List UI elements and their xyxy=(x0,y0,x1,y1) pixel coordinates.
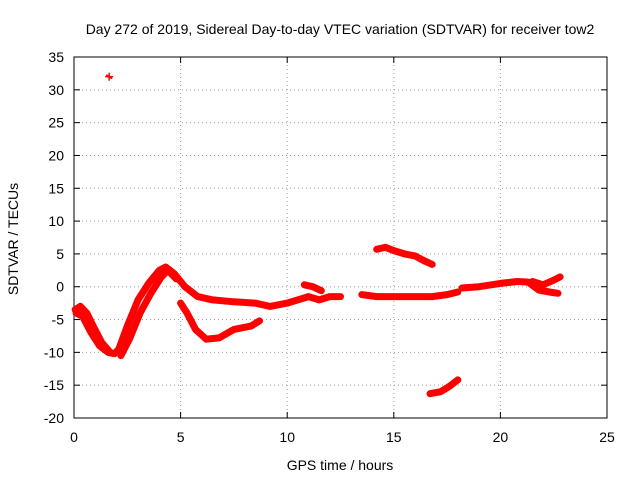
series-late-upper xyxy=(528,273,564,289)
y-tick-label: 35 xyxy=(48,49,64,65)
chart-title: Day 272 of 2019, Sidereal Day-to-day VTE… xyxy=(86,21,595,37)
series-low-arc xyxy=(426,376,462,398)
x-tick-label: 20 xyxy=(493,429,509,445)
y-tick-label: 15 xyxy=(48,180,64,196)
y-tick-label: -10 xyxy=(44,344,64,360)
y-tick-label: -20 xyxy=(44,410,64,426)
y-tick-label: 30 xyxy=(48,82,64,98)
x-tick-label: 10 xyxy=(279,429,295,445)
x-tick-label: 15 xyxy=(386,429,402,445)
y-tick-label: 10 xyxy=(48,213,64,229)
series-upper-arc xyxy=(373,243,436,268)
grid-lines xyxy=(74,57,607,418)
axis-tick-labels: 0 5 10 15 20 25 35 30 25 20 15 10 5 0 -5 -10 -15 -20 xyxy=(44,49,615,445)
x-axis-label: GPS time / hours xyxy=(287,457,394,473)
y-tick-label: 20 xyxy=(48,147,64,163)
x-tick-label: 0 xyxy=(70,429,78,445)
y-tick-label: 25 xyxy=(48,115,64,131)
y-axis-label: SDTVAR / TECUs xyxy=(5,183,21,295)
plot-area-frame xyxy=(73,56,608,419)
series-outlier xyxy=(105,72,114,81)
data-series xyxy=(71,72,564,398)
series-start-segment xyxy=(71,302,114,356)
series-dip-arc xyxy=(177,299,263,343)
y-tick-label: -15 xyxy=(44,377,64,393)
outlier-marker-d xyxy=(105,74,113,80)
series-flat-mid xyxy=(358,288,462,301)
x-tick-label: 5 xyxy=(177,429,185,445)
series-flat-late xyxy=(458,278,562,297)
y-tick-label: -5 xyxy=(52,312,65,328)
axis-ticks xyxy=(73,56,608,419)
y-tick-label: 0 xyxy=(56,279,64,295)
series-second-arc xyxy=(117,266,180,360)
y-tick-label: 5 xyxy=(56,246,64,262)
series-bump-11 xyxy=(300,281,325,295)
x-tick-label: 25 xyxy=(599,429,615,445)
